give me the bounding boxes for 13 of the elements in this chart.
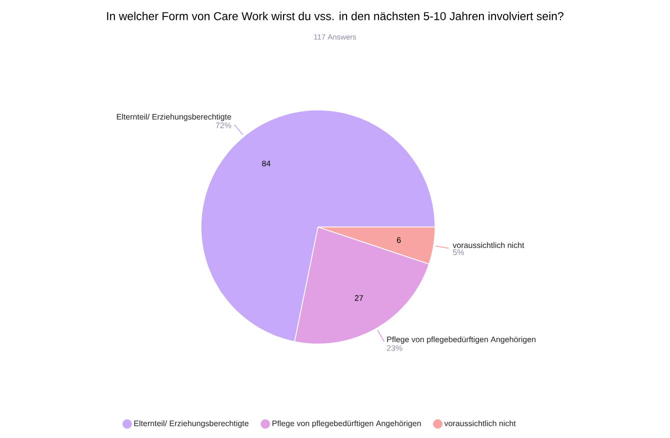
data-label: 84 — [262, 160, 270, 166]
data-label: 6 — [397, 237, 401, 243]
legend-label: voraussichtlich nicht — [444, 420, 516, 426]
slice-label: voraussichtlich nicht — [452, 242, 524, 248]
text: 23% — [386, 345, 402, 351]
slice-label: Pflege von pflegebedürftigen Angehörigen — [387, 336, 536, 344]
legend-label: Pflege von pflegebedürftigen Angehörigen — [272, 420, 421, 428]
chart-title: In welcher Form von Care Work wirst du vss. in den nächsten 5-10 Jahren involviert sein? — [107, 12, 564, 20]
text: 72% — [216, 122, 232, 128]
slice-label: Elternteil/ Erziehungsberechtigte — [116, 114, 232, 122]
legend-label: Elternteil/ Erziehungsberechtigte — [134, 420, 248, 428]
data-label: 27 — [354, 295, 363, 301]
text: 5% — [452, 249, 464, 256]
